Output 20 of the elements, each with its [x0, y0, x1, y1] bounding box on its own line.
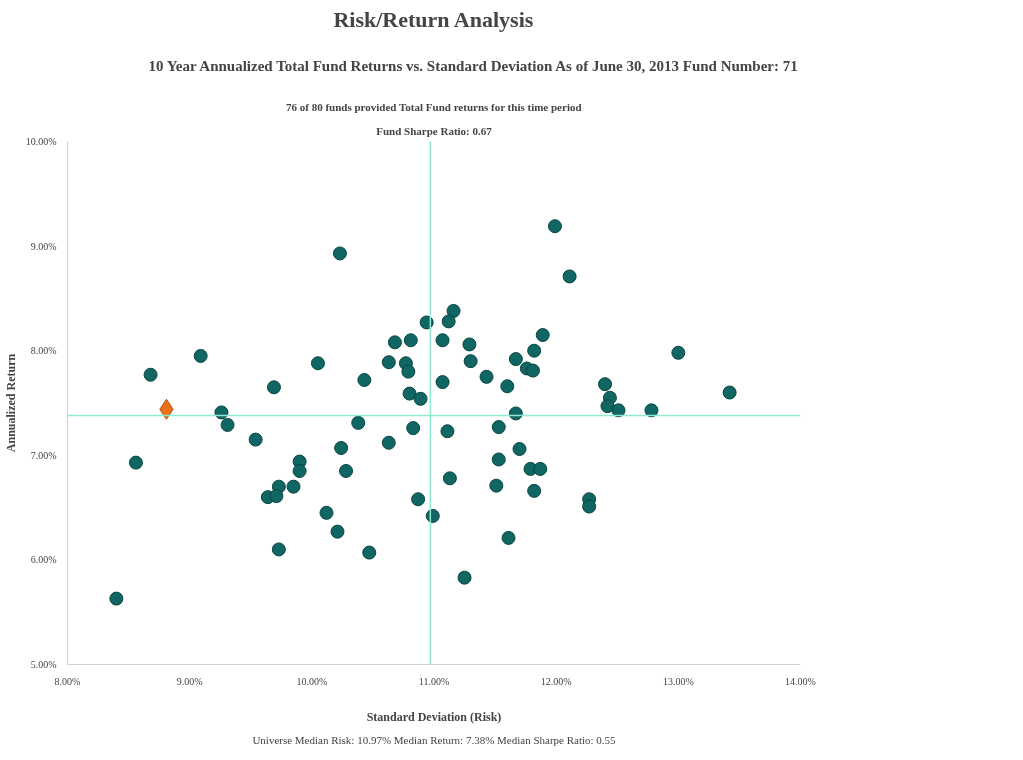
- x-axis-title: Standard Deviation (Risk): [366, 709, 502, 724]
- x-tick-label: 10.00%: [296, 675, 328, 687]
- x-tick-label: 14.00%: [785, 675, 816, 687]
- chart-subtitle: 10 Year Annualized Total Fund Returns vs. Standard Deviation As of June 30, 2013 Fund Number: 71: [148, 57, 798, 74]
- y-axis-title: Annualized Return: [3, 353, 18, 453]
- text: Universe Median Risk: 10.97% Median Return: 7.38% Median Sharpe Ratio: 0.55: [252, 733, 617, 746]
- x-tick-label: 9.00%: [176, 675, 203, 687]
- y-tick-label: 7.00%: [30, 449, 57, 461]
- text: 76 of 80 funds provided Total Fund returns for this time period: [286, 100, 582, 113]
- x-tick-label: 11.00%: [418, 675, 450, 687]
- y-tick-label: 9.00%: [30, 240, 57, 252]
- y-tick-label: 6.00%: [30, 554, 57, 566]
- text: Fund Sharpe Ratio: 0.67: [376, 124, 493, 137]
- x-tick-label: 13.00%: [662, 675, 694, 687]
- y-tick-label: 10.00%: [25, 136, 57, 147]
- y-tick-label: 8.00%: [30, 345, 57, 357]
- x-tick-label: 8.00%: [54, 675, 81, 687]
- x-tick-label: 12.00%: [540, 675, 572, 687]
- y-tick-label: 5.00%: [30, 659, 57, 670]
- chart-title: Risk/Return Analysis: [333, 6, 534, 32]
